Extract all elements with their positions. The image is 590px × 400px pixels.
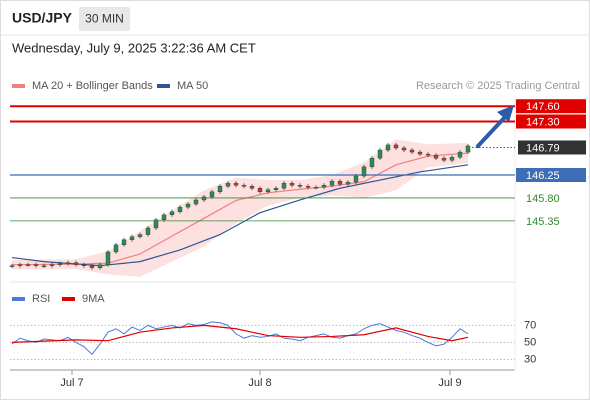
current-price-label: 146.79 <box>526 142 560 154</box>
timestamp: Wednesday, July 9, 2025 3:22:36 AM CET <box>12 40 256 55</box>
candle-body <box>305 186 311 188</box>
interval-badge <box>79 7 130 31</box>
candle-body <box>337 180 343 185</box>
candle-body <box>465 145 471 153</box>
candle-body <box>289 182 295 186</box>
candle-body <box>441 157 447 161</box>
candle-body <box>73 262 79 265</box>
interval: 30 MIN <box>85 12 124 26</box>
candle-body <box>9 265 15 267</box>
rsi-tick-label: 70 <box>524 319 536 331</box>
x-tick-label: Jul 7 <box>60 377 83 389</box>
rsi-tick-label: 50 <box>524 336 536 348</box>
candle-body <box>457 151 463 158</box>
level-label: 147.30 <box>526 116 560 128</box>
candle-body <box>225 182 231 187</box>
legend-label: MA 50 <box>177 80 208 92</box>
candle-body <box>161 214 167 221</box>
candle-body <box>297 184 303 187</box>
candle-body <box>169 211 175 215</box>
legend-swatch <box>12 84 25 88</box>
candle-body <box>97 264 103 268</box>
candle-body <box>369 157 375 168</box>
candle-body <box>41 265 47 267</box>
rsi-tick-label: 30 <box>524 353 536 365</box>
candle-body <box>417 151 423 155</box>
candle-body <box>129 236 135 240</box>
candle-body <box>137 234 143 237</box>
candle-body <box>385 144 391 151</box>
candle-body <box>233 182 239 186</box>
legend-swatch <box>12 297 25 301</box>
x-tick-label: Jul 9 <box>438 377 461 389</box>
candle-body <box>449 156 455 161</box>
candle-body <box>49 264 55 266</box>
candle-body <box>57 263 63 265</box>
candle-body <box>273 188 279 190</box>
level-box <box>516 167 586 182</box>
candle-body <box>409 149 415 153</box>
candle-body <box>345 181 351 185</box>
legend-label: RSI <box>32 293 50 305</box>
candle-body <box>257 188 263 193</box>
candle-body <box>377 149 383 159</box>
candle-body <box>321 184 327 188</box>
level-label: 147.60 <box>526 101 560 113</box>
level-label: 146.25 <box>526 170 560 182</box>
symbol: USD/JPY <box>12 10 73 26</box>
legend-label: MA 20 + Bollinger Bands <box>32 80 153 92</box>
forecast-arrow-head <box>497 105 514 122</box>
candle-body <box>209 191 215 198</box>
legend-swatch <box>157 84 170 88</box>
candle-body <box>249 186 255 189</box>
candle-body <box>17 264 23 266</box>
candle-body <box>81 264 87 266</box>
moving-average <box>11 152 469 266</box>
legend-swatch <box>62 297 75 301</box>
candle-body <box>313 187 319 189</box>
level-label: 145.35 <box>526 216 560 228</box>
candle-body <box>281 182 287 189</box>
candle-body <box>105 251 111 265</box>
candle-body <box>393 144 399 149</box>
x-tick-label: Jul 8 <box>248 377 271 389</box>
candle-body <box>401 147 407 151</box>
candle-body <box>113 244 119 253</box>
candle-body <box>33 264 39 266</box>
candle-body <box>153 219 159 229</box>
candle-body <box>241 184 247 187</box>
forecast-arrow <box>476 114 508 148</box>
current-price-box <box>518 140 586 155</box>
legend-label: 9MA <box>82 293 105 305</box>
level-box <box>516 114 586 129</box>
candle-body <box>185 203 191 208</box>
candle-body <box>217 186 223 193</box>
candle-body <box>89 265 95 268</box>
candle-body <box>193 199 199 205</box>
candle-body <box>201 196 207 201</box>
level-box <box>516 99 586 114</box>
candle-body <box>145 227 151 235</box>
credit: Research © 2025 Trading Central <box>416 80 580 92</box>
plot: Jul 7 Jul 8 Jul 9 147.60 147.30 146.79 146.25 1… <box>9 80 586 389</box>
candle-body <box>25 264 31 266</box>
candle-body <box>329 180 335 186</box>
candle-body <box>265 189 271 193</box>
candle-body <box>433 154 439 159</box>
candle-body <box>177 206 183 212</box>
rsi-ma-line <box>11 324 469 344</box>
candle-body <box>121 239 127 246</box>
candle-body <box>425 153 431 156</box>
candle-body <box>353 175 359 183</box>
candle-body <box>65 262 71 264</box>
level-label: 145.80 <box>526 193 560 205</box>
moving-average <box>11 164 469 267</box>
candle-body <box>361 166 367 177</box>
